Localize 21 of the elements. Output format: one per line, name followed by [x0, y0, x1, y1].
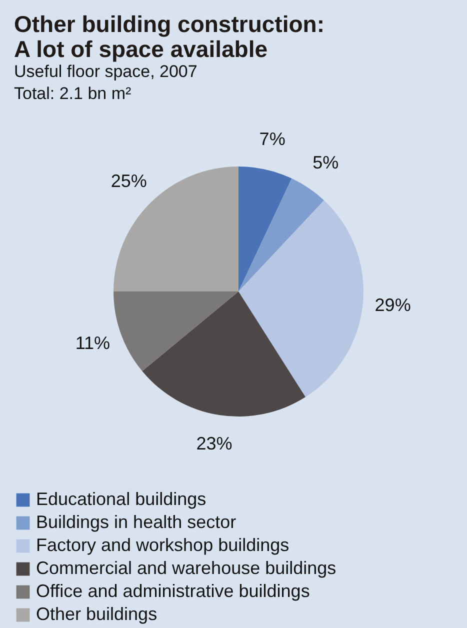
data-label: 11%: [75, 333, 110, 354]
data-label: 25%: [110, 170, 147, 191]
legend-label: Office and administrative buildings: [36, 581, 310, 601]
data-label: 5%: [312, 152, 339, 172]
pie-slice: [238, 166, 292, 292]
legend-label: Educational buildings: [36, 489, 206, 509]
chart-subtitle: Useful floor space, 2007: [14, 62, 198, 81]
legend-label: Factory and workshop buildings: [36, 535, 290, 555]
text: Total: 2.1 bn m²: [14, 84, 132, 103]
chart-title: Other building construction: A lot of space available: [14, 11, 324, 62]
pie-slice: [114, 292, 238, 372]
pie-slice: [142, 292, 306, 416]
pie-slice: [238, 200, 364, 398]
data-label: 23%: [196, 434, 232, 454]
legend-label: Commercial and warehouse buildings: [36, 558, 336, 578]
pie-slice: [238, 178, 324, 292]
data-label: 7%: [259, 129, 286, 150]
legend-label: Other buildings: [36, 604, 158, 624]
pie-slice: [114, 166, 238, 292]
legend-label: Buildings in health sector: [36, 512, 236, 532]
data-label: 29%: [374, 295, 411, 316]
